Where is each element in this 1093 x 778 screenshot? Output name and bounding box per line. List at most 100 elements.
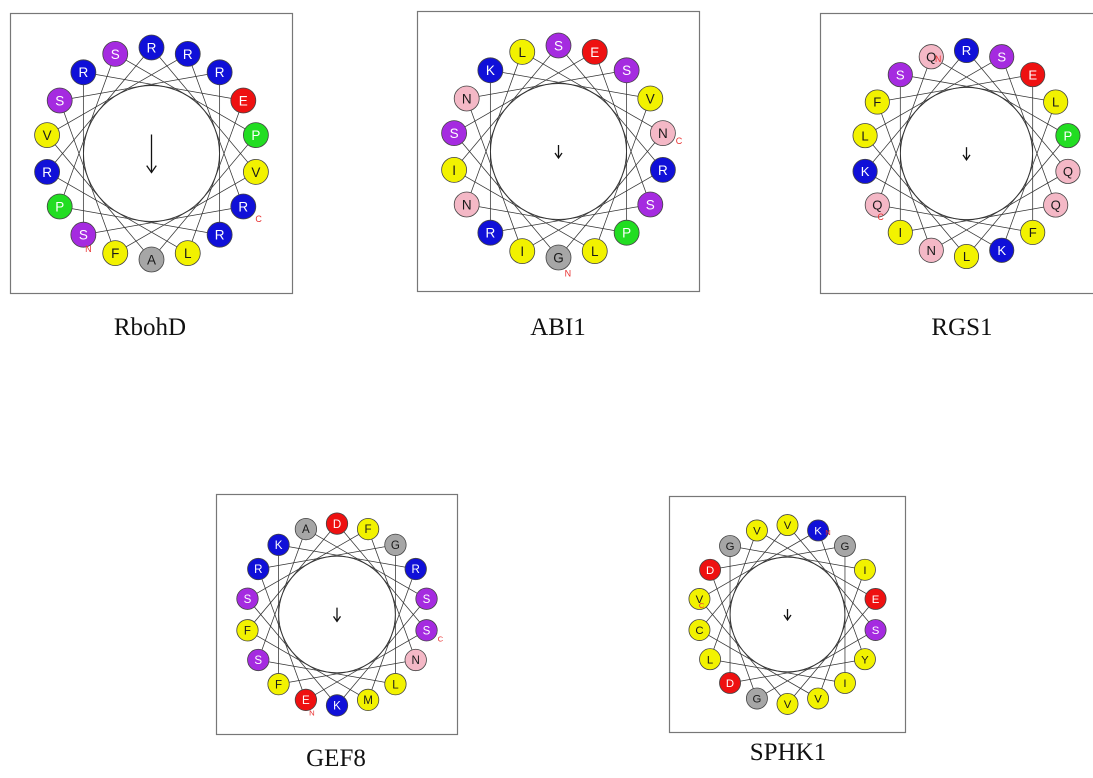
residue-letter: A — [302, 524, 310, 536]
residue-letter: S — [896, 67, 905, 82]
residue-letter: V — [784, 699, 792, 711]
residue-letter: G — [841, 541, 850, 553]
residue-e: E — [581, 38, 608, 65]
residue-letter: E — [239, 93, 248, 108]
residue-letter: R — [183, 47, 193, 62]
residue-letter: R — [238, 199, 248, 214]
residue-letter: L — [591, 244, 599, 259]
residue-letter: P — [1064, 128, 1073, 143]
residue-p: P — [613, 219, 640, 246]
residue-letter: V — [784, 520, 792, 532]
residue-letter: I — [843, 678, 846, 690]
residue-s: SC — [415, 619, 444, 643]
residue-r: R — [34, 159, 61, 185]
residue-l: L — [852, 123, 878, 149]
residue-letter: S — [554, 38, 563, 53]
residue-v: V — [745, 519, 768, 542]
residue-letter: R — [412, 564, 420, 576]
down-arrow-icon — [783, 609, 792, 622]
residue-letter: D — [706, 565, 714, 577]
residue-y: Y — [853, 648, 876, 671]
residue-e: E — [864, 588, 887, 610]
residue-letter: F — [365, 524, 372, 536]
terminus-label: C — [699, 601, 705, 610]
residue-l: L — [1043, 89, 1069, 115]
residue-letter: Q — [926, 49, 936, 64]
residue-q: QC — [864, 192, 890, 222]
residue-d: D — [699, 558, 722, 581]
residue-k: K — [852, 158, 878, 184]
residue-e: EN — [294, 688, 318, 718]
residue-s: SN — [70, 221, 97, 254]
terminus-label: C — [877, 212, 883, 222]
residue-f: F — [267, 673, 290, 696]
residue-letter: I — [898, 225, 902, 240]
residue-e: E — [230, 87, 257, 114]
residue-l: L — [384, 673, 407, 696]
residue-letter: S — [79, 228, 88, 243]
residue-letter: R — [78, 65, 88, 80]
residue-letter: N — [462, 91, 472, 106]
residue-letter: E — [1028, 67, 1037, 82]
residue-s: S — [637, 191, 664, 218]
residue-d: D — [325, 512, 349, 535]
residue-letter: R — [962, 43, 971, 58]
caption-rbohd: RbohD — [113, 314, 187, 341]
residue-v: VC — [688, 588, 711, 610]
terminus-label: N — [309, 709, 315, 718]
residue-letter: P — [55, 199, 64, 214]
residue-letter: S — [423, 594, 431, 606]
residue-letter: S — [997, 49, 1006, 64]
residue-d: D — [719, 672, 741, 694]
residue-r: RC — [230, 193, 262, 224]
residue-letter: V — [43, 128, 52, 143]
residue-letter: S — [423, 625, 431, 637]
residue-letter: F — [111, 246, 119, 261]
residue-v: V — [807, 687, 830, 710]
residue-l: L — [581, 238, 608, 265]
residue-p: P — [46, 193, 73, 220]
residue-letter: F — [244, 625, 251, 637]
residue-letter: E — [590, 45, 599, 60]
residue-k: K — [477, 57, 504, 84]
down-arrow-icon — [332, 607, 342, 623]
residue-g: G — [745, 687, 768, 710]
residue-letter: P — [251, 128, 260, 143]
residue-letter: V — [646, 91, 655, 106]
residue-letter: L — [861, 128, 868, 143]
residue-letter: N — [412, 655, 420, 667]
residue-s: S — [236, 587, 259, 610]
residue-letter: F — [275, 679, 282, 691]
down-arrow-icon — [554, 145, 563, 160]
residue-m: M — [356, 688, 380, 712]
residue-letter: K — [861, 164, 870, 179]
residue-q: QN — [918, 44, 944, 70]
residue-s: S — [102, 40, 129, 67]
residue-s: S — [864, 619, 887, 641]
residue-letter: S — [111, 47, 120, 62]
residue-n: N — [404, 648, 427, 672]
residue-letter: R — [658, 163, 668, 178]
residue-letter: L — [184, 246, 192, 261]
residue-letter: I — [863, 565, 866, 577]
residue-letter: L — [1052, 95, 1059, 110]
residue-v: V — [776, 692, 799, 715]
residue-letter: S — [55, 93, 64, 108]
residue-i: I — [441, 157, 468, 183]
residue-l: L — [699, 648, 722, 671]
residue-letter: F — [873, 95, 881, 110]
residue-f: F — [236, 619, 259, 642]
residue-r: R — [247, 557, 270, 581]
residue-letter: S — [872, 625, 880, 637]
residue-letter: L — [707, 654, 713, 666]
residue-letter: R — [215, 65, 225, 80]
residue-q: Q — [1055, 158, 1081, 184]
residue-letter: G — [726, 541, 735, 553]
